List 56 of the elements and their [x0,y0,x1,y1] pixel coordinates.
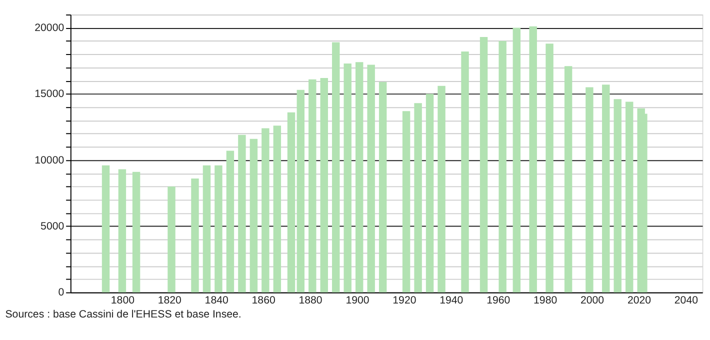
bar [238,134,246,292]
x-tick-label: 2000 [580,294,604,306]
bar [586,87,594,292]
bar [132,172,140,292]
bar [202,165,211,292]
bar [461,52,469,292]
x-tick-label: 1980 [534,294,558,306]
bar [273,126,282,292]
bar [438,86,446,292]
bar [564,66,572,292]
bar [308,79,316,292]
bar [637,108,645,292]
bar [378,82,387,292]
y-tick-label: 5000 [40,220,64,233]
bar [546,44,554,292]
x-tick-label: 1860 [252,294,276,306]
bar [402,111,410,292]
y-tick-label: 0 [58,286,64,299]
bar [226,150,234,292]
x-tick-label: 1880 [298,294,322,306]
x-tick-label: 2020 [627,294,652,306]
bar [287,112,296,292]
bar [214,165,222,292]
bar [296,90,305,292]
bar [602,84,610,292]
bar [320,78,328,292]
y-tick-label: 20000 [34,22,64,34]
bar [498,40,506,292]
x-tick-label: 1960 [486,294,510,306]
bar [614,99,622,292]
x-tick-label: 1900 [346,294,370,306]
bar [102,165,110,292]
x-tick-label: 1820 [158,294,182,306]
source-note: Sources : base Cassini de l'EHESS et base Insee. [5,308,242,320]
bar [118,169,126,292]
x-tick-label: 2040 [674,294,698,306]
bar [250,138,258,292]
bar [262,128,270,292]
bar [426,94,434,292]
x-tick-label: 1840 [204,294,228,306]
bar [529,26,537,292]
bar [367,64,375,292]
bar [332,42,340,292]
bar [512,28,521,292]
bar [414,103,422,292]
x-tick-label: 1920 [392,294,416,306]
bar [626,102,634,292]
x-tick-label: 1940 [440,294,464,306]
bar [355,62,364,292]
bar [191,178,199,292]
y-tick-label: 15000 [34,88,64,100]
x-tick-label: 1800 [110,294,135,306]
y-tick-label: 10000 [34,154,64,166]
bar [344,63,352,292]
bar [168,186,176,292]
bar [480,36,488,292]
